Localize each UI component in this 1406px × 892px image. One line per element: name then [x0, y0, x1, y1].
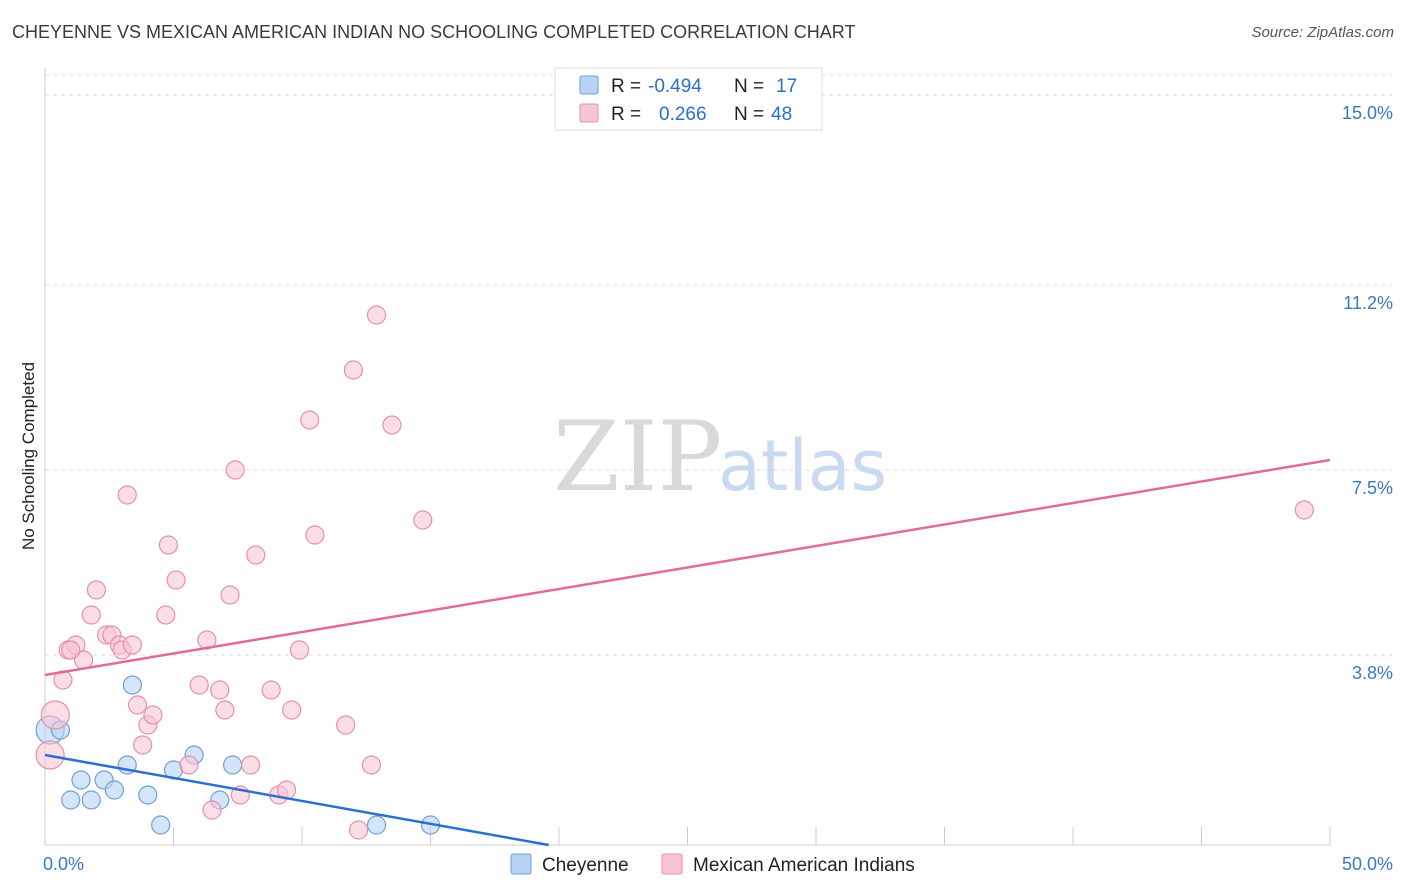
legend-swatch-mexican — [661, 853, 683, 875]
point-mexican — [282, 700, 302, 720]
point-mexican — [210, 680, 230, 700]
point-mexican — [127, 695, 148, 715]
watermark: ZIP atlas — [553, 401, 887, 513]
point-mexican — [225, 460, 245, 480]
stats-swatch-cheyenne — [579, 75, 599, 95]
point-mexican — [343, 360, 363, 380]
watermark-atlas: atlas — [718, 425, 887, 507]
point-mexican — [179, 755, 199, 775]
point-cheyenne — [366, 815, 387, 835]
point-mexican — [215, 700, 235, 720]
y-tick-label: 11.2% — [1343, 293, 1393, 313]
point-mexican — [246, 545, 266, 565]
point-mexican — [348, 820, 369, 840]
source-credit: Source: ZipAtlas.com — [1251, 24, 1394, 41]
point-mexican — [40, 700, 70, 730]
y-tick-label: 7.5% — [1352, 478, 1393, 498]
chart-title: CHEYENNE VS MEXICAN AMERICAN INDIAN NO S… — [12, 22, 856, 42]
trendline-cheyenne — [44, 753, 549, 847]
point-cheyenne — [104, 780, 124, 800]
stats-swatch-mexican — [579, 103, 599, 123]
stats-n-value: 17 — [776, 76, 797, 97]
x-tick-label: 50.0% — [1342, 854, 1393, 874]
point-mexican — [289, 640, 310, 660]
point-mexican — [1294, 500, 1314, 520]
stats-legend: R = -0.494 N = 17 R = 0.266 N = 48 — [554, 67, 823, 131]
point-cheyenne — [81, 790, 101, 810]
trend-layer — [44, 458, 1331, 847]
y-tick-label: 15.0% — [1342, 103, 1393, 123]
legend-label-cheyenne: Cheyenne — [542, 855, 629, 876]
point-mexican — [300, 410, 320, 430]
stats-r-label: R = — [611, 104, 641, 125]
point-mexican — [202, 800, 222, 820]
grid-layer — [45, 74, 1392, 656]
trendline-mexican — [44, 458, 1331, 677]
point-cheyenne — [122, 675, 142, 695]
y-axis-label: No Schooling Completed — [19, 362, 38, 550]
point-mexican — [117, 485, 137, 505]
point-mexican — [220, 585, 240, 605]
stats-r-label: R = — [611, 76, 641, 97]
y-tick-label: 3.8% — [1352, 663, 1393, 683]
point-mexican — [81, 605, 101, 625]
legend-swatch-cheyenne — [510, 853, 532, 875]
point-mexican — [61, 640, 81, 660]
point-mexican — [133, 735, 153, 755]
point-cheyenne — [223, 755, 243, 775]
point-cheyenne — [151, 815, 171, 835]
point-cheyenne — [61, 790, 81, 810]
point-cheyenne — [71, 770, 91, 790]
x-tick-label: 0.0% — [43, 854, 84, 874]
point-mexican — [413, 510, 433, 530]
stats-n-value: 48 — [771, 104, 792, 125]
point-mexican — [86, 580, 107, 600]
stats-n-label: N = — [734, 76, 764, 97]
stats-legend-box — [554, 67, 823, 131]
point-mexican — [305, 525, 325, 545]
series-legend: Cheyenne Mexican American Indians — [510, 853, 915, 876]
stats-n-label: N = — [734, 104, 764, 125]
point-mexican — [166, 570, 186, 590]
point-mexican — [261, 680, 281, 700]
stats-r-value: -0.494 — [648, 76, 702, 97]
axes-layer: 3.8% 7.5% 11.2% 15.0% 0.0% 50.0% No Schooling … — [19, 68, 1393, 874]
legend-label-mexican: Mexican American Indians — [693, 855, 915, 876]
point-cheyenne — [138, 785, 158, 805]
point-mexican — [122, 635, 142, 655]
point-mexican — [156, 605, 176, 625]
point-mexican — [366, 305, 387, 325]
stats-r-value: 0.266 — [659, 104, 707, 125]
point-mexican — [336, 715, 356, 735]
point-mexican — [382, 415, 402, 435]
points-layer — [35, 305, 1314, 840]
point-mexican — [241, 755, 261, 775]
point-mexican — [143, 705, 163, 725]
point-mexican — [158, 535, 178, 555]
point-mexican — [361, 755, 381, 775]
point-mexican — [189, 675, 209, 695]
watermark-zip: ZIP — [553, 401, 722, 513]
